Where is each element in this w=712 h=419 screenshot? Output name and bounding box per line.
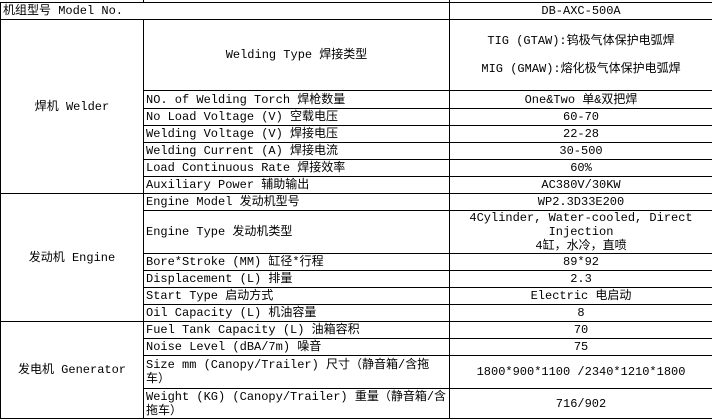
table-row: Oil Capacity (L) 机油容量 8	[1, 304, 712, 322]
spec-value-line: 89*92	[563, 255, 600, 269]
spec-value: 22-28	[449, 125, 712, 143]
spec-value-line: 30-500	[559, 144, 603, 158]
section-label: 发电机 Generator	[0, 321, 144, 419]
spec-value: 70	[449, 321, 712, 339]
spec-value-line	[452, 48, 710, 62]
spec-value: TIG (GTAW):钨极气体保护电弧焊 MIG (GMAW):熔化极气体保护电弧…	[449, 19, 712, 91]
spec-value: One&Two 单&双把焊	[449, 90, 712, 109]
spec-value: 30-500	[449, 142, 712, 160]
spec-value-line: 70	[573, 323, 589, 337]
spec-label: Engine Model 发动机型号	[142, 193, 451, 211]
table-row: No Load Voltage (V) 空载电压 60-70	[1, 108, 712, 126]
spec-value-line: Electric 电启动	[530, 289, 632, 303]
spec-value-line: TIG (GTAW):钨极气体保护电弧焊	[487, 34, 675, 48]
spec-label: NO. of Welding Torch 焊枪数量	[142, 90, 451, 109]
spec-value-line: 8	[577, 306, 585, 320]
section-label: 发动机 Engine	[0, 193, 144, 322]
spec-value-line: 60-70	[563, 110, 600, 124]
spec-value-line: 75	[573, 340, 589, 354]
spec-value: 8	[449, 304, 712, 322]
spec-value: 75	[449, 338, 712, 356]
spec-value: WP2.3D33E200	[449, 193, 712, 211]
spec-value-line: 4Cylinder, Water-cooled, Direct Injectio…	[469, 211, 693, 240]
table-row: Bore*Stroke (MM) 缸径*行程 89*92	[1, 253, 712, 271]
table-row: Auxiliary Power 辅助输出 AC380V/30KW	[1, 176, 712, 194]
model-label: 机组型号 Model No.	[0, 2, 451, 20]
spec-label: Welding Type 焊接类型	[142, 19, 451, 91]
spec-value: 60%	[449, 159, 712, 177]
spec-label: Oil Capacity (L) 机油容量	[142, 304, 451, 322]
spec-value-line: WP2.3D33E200	[537, 195, 625, 209]
spec-label: Noise Level (dBA/7m) 噪音	[142, 338, 451, 356]
top-border-stubs	[0, 0, 712, 2]
section-label: 焊机 Welder	[0, 19, 144, 194]
spec-value: 60-70	[449, 108, 712, 126]
spec-label: Bore*Stroke (MM) 缸径*行程	[142, 253, 451, 271]
spec-label: Displacement (L) 排量	[142, 270, 451, 288]
spec-value-line: AC380V/30KW	[541, 178, 621, 192]
spec-value: 1800*900*1100 /2340*1210*1800	[449, 355, 712, 389]
table-row: NO. of Welding Torch 焊枪数量 One&Two 单&双把焊	[1, 90, 712, 109]
spec-value-line: 716/902	[555, 396, 607, 411]
spec-value-line: One&Two 单&双把焊	[524, 92, 638, 107]
table-row: 发电机 Generator Fuel Tank Capacity (L) 油箱容积…	[0, 321, 712, 419]
spec-value-line: 60%	[570, 161, 592, 175]
model-value: DB-AXC-500A	[449, 2, 712, 20]
spec-label: Start Type 启动方式	[142, 287, 451, 305]
spec-value-line: 2.3	[570, 272, 592, 286]
spec-label: Weight (KG) (Canopy/Trailer) 重量（静音箱/含拖车）	[142, 388, 451, 419]
spec-label: Fuel Tank Capacity (L) 油箱容积	[142, 321, 451, 339]
table-row: Weight (KG) (Canopy/Trailer) 重量（静音箱/含拖车）…	[1, 388, 712, 419]
spec-label: Welding Current (A) 焊接电流	[142, 142, 451, 160]
table-row: Size mm (Canopy/Trailer) 尺寸（静音箱/含拖车） 1800…	[1, 355, 712, 389]
table-row: Engine Type 发动机类型 4Cylinder, Water-cooled…	[1, 210, 712, 254]
spec-value-line: 4缸，水冷，直喷	[535, 239, 627, 253]
spec-label: Welding Voltage (V) 焊接电压	[142, 125, 451, 143]
spec-value: AC380V/30KW	[449, 176, 712, 194]
table-row: Welding Current (A) 焊接电流 30-500	[1, 142, 712, 160]
model-row: 机组型号 Model No. DB-AXC-500A	[0, 2, 712, 20]
spec-value: 716/902	[449, 388, 712, 419]
table-row: Displacement (L) 排量 2.3	[1, 270, 712, 288]
spec-value-line: MIG (GMAW):熔化极气体保护电弧焊	[481, 62, 681, 76]
spec-label: Load Continuous Rate 焊接效率	[142, 159, 451, 177]
table-row: 焊机 Welder Welding Type 焊接类型 TIG (GTAW):钨极气…	[0, 19, 712, 194]
spec-value-line: 1800*900*1100 /2340*1210*1800	[476, 365, 686, 379]
spec-label: Auxiliary Power 辅助输出	[142, 176, 451, 194]
spec-value-line: 22-28	[563, 127, 600, 141]
table-row: 发动机 Engine Engine Model 发动机型号 WP2.3D33E200	[0, 193, 712, 322]
spec-label: No Load Voltage (V) 空载电压	[142, 108, 451, 126]
spec-label: Size mm (Canopy/Trailer) 尺寸（静音箱/含拖车）	[142, 355, 451, 389]
spec-value: 2.3	[449, 270, 712, 288]
spec-label: Engine Type 发动机类型	[142, 210, 451, 254]
spec-value: 89*92	[449, 253, 712, 271]
spec-value: 4Cylinder, Water-cooled, Direct Injectio…	[449, 210, 712, 254]
spec-value: Electric 电启动	[449, 287, 712, 305]
